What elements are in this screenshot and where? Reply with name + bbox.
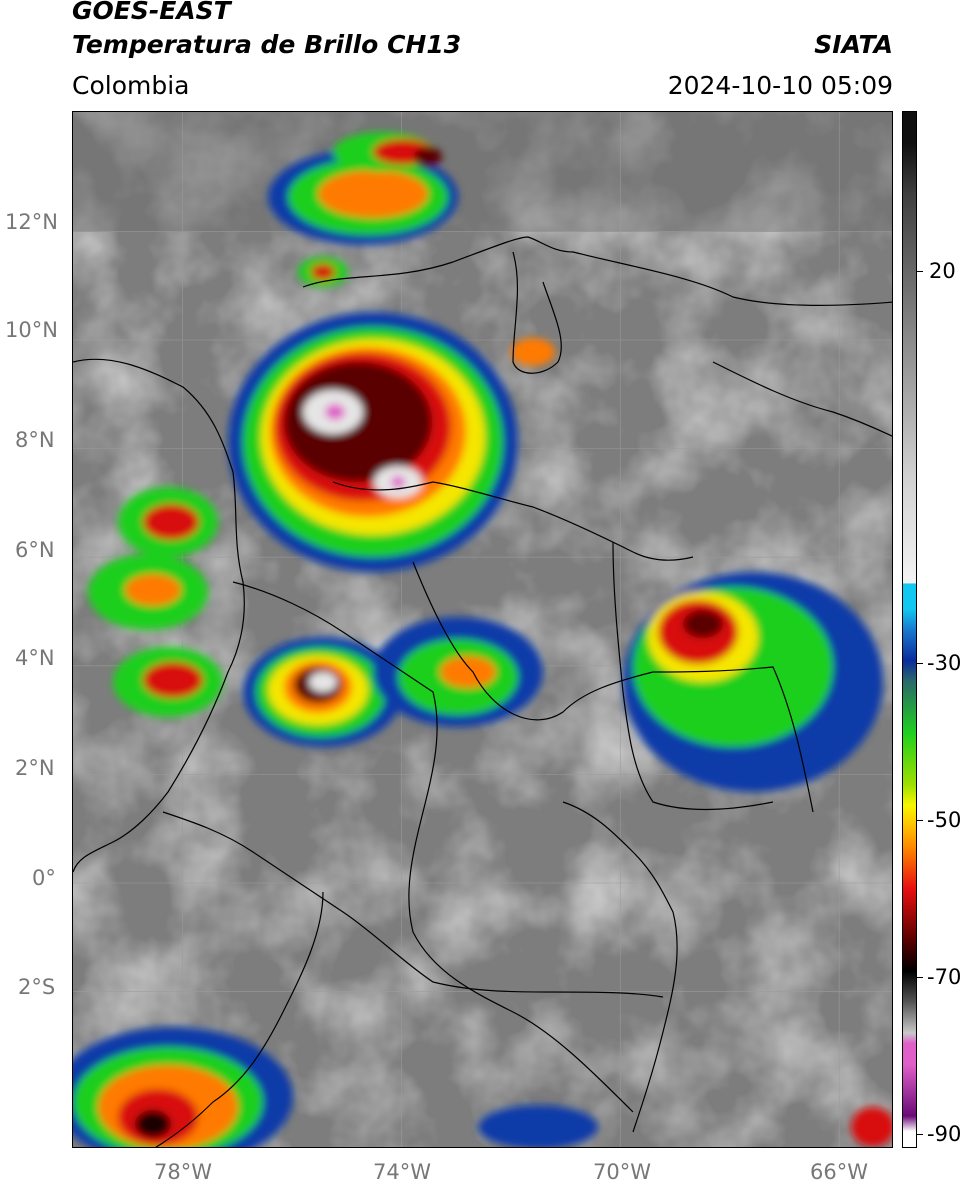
satellite-map: [72, 111, 893, 1148]
lat-tick-2n: 2°N: [15, 756, 55, 780]
colorbar-tick-minus50: [917, 820, 923, 821]
satellite-title: GOES-EAST: [72, 0, 231, 25]
lon-tick-74w: 74°W: [373, 1160, 431, 1184]
lat-tick-2s: 2°S: [18, 975, 56, 999]
storm-amazonas-sur: [73, 1027, 892, 1147]
colorbar-tick-20: [917, 271, 923, 272]
storm-magdalena-medio: [228, 312, 518, 572]
lat-tick-10n: 10°N: [5, 318, 58, 342]
temperature-colorbar: [902, 111, 917, 1148]
colorbar-label-minus50: -50: [927, 808, 962, 832]
lat-tick-0: 0°: [32, 866, 56, 890]
lat-tick-4n: 4°N: [15, 646, 55, 670]
colorbar-label-20: 20: [929, 259, 956, 283]
colorbar-tick-minus90: [917, 1134, 923, 1135]
colorbar-label-minus30: -30: [927, 651, 962, 675]
storm-pacifico: [88, 487, 223, 717]
lon-tick-70w: 70°W: [593, 1160, 651, 1184]
agency-label: SIATA: [814, 30, 893, 59]
caribbean-sea-clear: [73, 112, 892, 232]
storm-andes-centro: [243, 637, 403, 747]
product-title: Temperatura de Brillo CH13: [72, 30, 462, 59]
storm-orinoquia: [373, 617, 543, 727]
colorbar-tick-minus70: [917, 977, 923, 978]
lat-tick-6n: 6°N: [15, 538, 55, 562]
storm-caribe-norte: [268, 132, 458, 287]
colorbar-label-minus90: -90: [927, 1122, 962, 1146]
lon-tick-78w: 78°W: [154, 1160, 212, 1184]
lon-tick-66w: 66°W: [810, 1160, 868, 1184]
region-label: Colombia: [72, 71, 190, 100]
storm-venezuela-este: [623, 572, 883, 792]
datetime-label: 2024-10-10 05:09: [667, 71, 893, 100]
brightness-temperature-image: [73, 112, 892, 1147]
coastline-and-borders: [73, 236, 892, 1147]
colorbar-tick-minus30: [917, 663, 923, 664]
colorbar-label-minus70: -70: [927, 965, 962, 989]
convective-systems: [73, 132, 892, 1147]
lat-tick-12n: 12°N: [5, 210, 58, 234]
lat-tick-8n: 8°N: [15, 428, 55, 452]
storm-maracaibo: [511, 338, 555, 366]
